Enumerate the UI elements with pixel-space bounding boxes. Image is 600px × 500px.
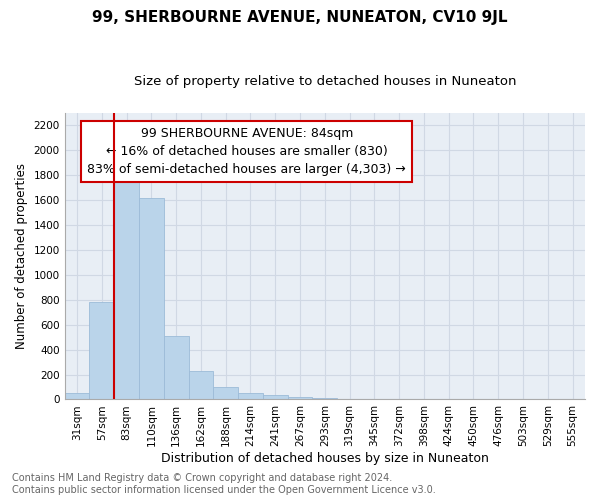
Y-axis label: Number of detached properties: Number of detached properties: [15, 163, 28, 349]
Bar: [89, 302, 114, 400]
Bar: [114, 169, 139, 400]
Bar: [313, 398, 337, 400]
Bar: [139, 198, 164, 400]
Title: Size of property relative to detached houses in Nuneaton: Size of property relative to detached ho…: [134, 75, 516, 88]
Text: 99 SHERBOURNE AVENUE: 84sqm
← 16% of detached houses are smaller (830)
83% of se: 99 SHERBOURNE AVENUE: 84sqm ← 16% of det…: [88, 127, 406, 176]
X-axis label: Distribution of detached houses by size in Nuneaton: Distribution of detached houses by size …: [161, 452, 489, 465]
Text: 99, SHERBOURNE AVENUE, NUNEATON, CV10 9JL: 99, SHERBOURNE AVENUE, NUNEATON, CV10 9J…: [92, 10, 508, 25]
Text: Contains HM Land Registry data © Crown copyright and database right 2024.
Contai: Contains HM Land Registry data © Crown c…: [12, 474, 436, 495]
Bar: [188, 371, 214, 400]
Bar: [238, 392, 263, 400]
Bar: [65, 393, 89, 400]
Bar: [164, 336, 188, 400]
Bar: [214, 387, 238, 400]
Bar: [263, 395, 287, 400]
Bar: [287, 397, 313, 400]
